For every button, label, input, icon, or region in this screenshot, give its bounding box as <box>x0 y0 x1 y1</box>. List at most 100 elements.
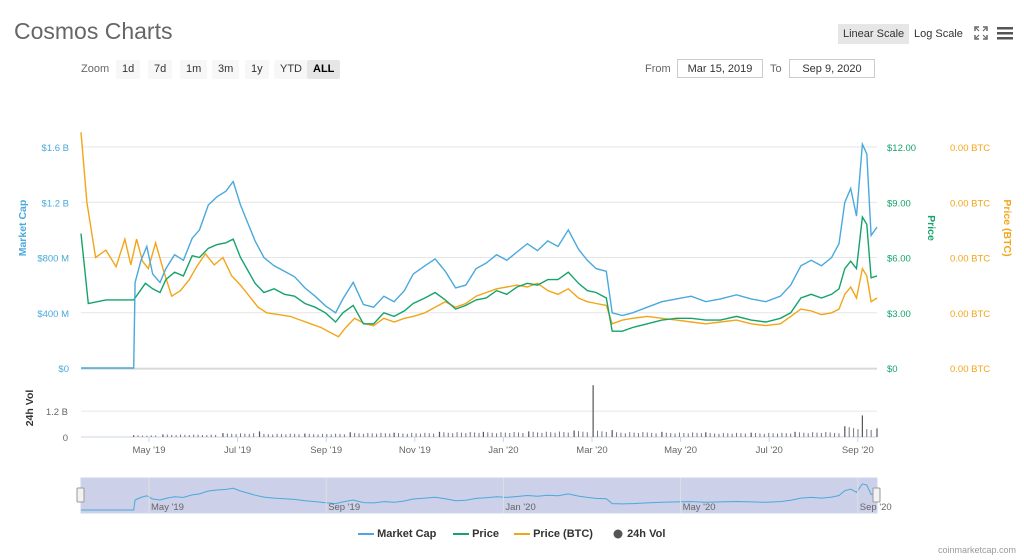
volume-bar-fill-5-9 <box>389 433 391 437</box>
credits[interactable]: coinmarketcap.com <box>937 545 1016 555</box>
price-btc-tick-3: 0.00 BTC <box>950 198 990 209</box>
market-cap-tick-2: $800 M <box>37 254 69 265</box>
volume-bar-4 <box>304 433 306 437</box>
zoom-1d-button[interactable]: 1d <box>116 60 141 79</box>
navigator-mask <box>80 477 878 514</box>
navigator-handle-left[interactable] <box>76 487 85 503</box>
log-scale-button[interactable]: Log Scale <box>914 28 963 40</box>
volume-bar-7 <box>438 431 441 437</box>
market-cap-tick-1: $400 M <box>37 309 69 320</box>
volume-bar-fill-16-1 <box>798 432 800 437</box>
volume-bar-fill-4-8 <box>339 433 341 437</box>
from-date-input[interactable]: Mar 15, 2019 <box>677 59 763 78</box>
volume-bar-fill-12-9 <box>651 432 653 437</box>
volume-bar-fill-16-4 <box>812 432 814 437</box>
volume-bar-fill-0-1 <box>137 435 139 437</box>
x-tick-7: Jul '20 <box>756 445 783 456</box>
volume-bar-fill-13-4 <box>678 432 680 437</box>
volume-bar-16 <box>794 431 796 437</box>
zoom-1y-button[interactable]: 1y <box>245 60 269 79</box>
linear-scale-button[interactable]: Linear Scale <box>838 24 910 44</box>
series-lines <box>80 132 878 369</box>
price-tick-1: $3.00 <box>887 309 911 320</box>
volume-bar-fill-5-1 <box>354 433 356 437</box>
volume-bar-fill-3-9 <box>298 434 300 437</box>
volume-bar-fill-12-8 <box>646 432 648 437</box>
legend-24h-vol[interactable]: 24h Vol <box>612 526 665 542</box>
fullscreen-icon[interactable] <box>973 25 989 41</box>
volume-bar-fill-7-7 <box>469 431 471 437</box>
volume-bar-fill-2-6 <box>248 434 250 437</box>
volume-bar-fill-8-7 <box>513 431 515 437</box>
volume-bar-fill-1-10 <box>206 435 208 437</box>
volume-bar-fill-17-2 <box>853 428 855 437</box>
price-btc-tick-2: 0.00 BTC <box>950 254 990 265</box>
volume-bar-fill-3-6 <box>285 434 287 437</box>
menu-glyph <box>997 27 1013 40</box>
volume-bar-19 <box>876 428 878 437</box>
volume-bar-fill-3-3 <box>272 434 274 437</box>
volume-bar-fill-11-3 <box>605 431 607 437</box>
volume-bar-fill-5-7 <box>380 432 382 437</box>
volume-bar-fill-0-3 <box>146 435 148 437</box>
volume-bar-fill-13-8 <box>696 432 698 437</box>
volume-bar-fill-5-8 <box>384 433 386 437</box>
volume-bar-fill-14-7 <box>736 432 738 437</box>
volume-bar-14 <box>705 432 707 437</box>
volume-bar-fill-17-3 <box>857 429 859 437</box>
volume-bar-fill-15-4 <box>768 432 770 437</box>
market-cap-axis-title: Market Cap <box>17 200 29 257</box>
price-axis-title: Price <box>925 215 937 241</box>
legend: Market Cap Price Price (BTC) 24h Vol <box>0 526 1024 542</box>
volume-bar-fill-1-1 <box>166 434 168 437</box>
volume-bar-fill-1-2 <box>171 434 173 437</box>
volume-bar-fill-3-4 <box>276 433 278 437</box>
zoom-3m-button[interactable]: 3m <box>212 60 240 79</box>
volume-bar-fill-6-9 <box>433 433 435 437</box>
volume-bar-fill-15-7 <box>781 432 783 437</box>
price-tick-3: $9.00 <box>887 198 911 209</box>
volume-bar-fill-16-2 <box>803 432 805 437</box>
volume-bar-fill-14-4 <box>722 432 724 437</box>
volume-bar-fill-6-6 <box>419 433 421 437</box>
volume-bar-fill-18-2 <box>870 429 872 437</box>
zoom-1m-button[interactable]: 1m <box>180 60 208 79</box>
navigator[interactable]: May '19 Sep '19 Jan '20 May '20 Sep '20 <box>76 477 892 514</box>
legend-price[interactable]: Price <box>453 526 499 542</box>
volume-bar-fill-15-6 <box>777 433 778 437</box>
legend-price-btc[interactable]: Price (BTC) <box>514 526 593 542</box>
volume-bar-fill-12-2 <box>620 432 622 437</box>
volume-bar-fill-7-5 <box>460 432 462 437</box>
volume-bar-fill-11-2 <box>601 431 603 437</box>
zoom-label: Zoom <box>81 63 110 75</box>
volume-bar-fill-12-10 <box>655 433 657 437</box>
volume-bar-fill-16-6 <box>820 433 822 437</box>
volume-bar-fill-7-3 <box>452 433 454 437</box>
volume-bar-fill-9-1 <box>532 431 534 437</box>
volume-bar-fill-3-7 <box>289 433 291 437</box>
volume-bar-fill-9-3 <box>541 432 543 437</box>
zoom-all-button[interactable]: ALL <box>307 60 341 79</box>
x-tick-1: Jul '19 <box>224 445 251 456</box>
volume-bar-fill-5-3 <box>362 433 364 437</box>
legend-24h-vol-label: 24h Vol <box>627 528 666 540</box>
volume-bar-fill-4-2 <box>313 434 315 437</box>
zoom-ytd-button[interactable]: YTD <box>274 60 308 79</box>
volume-bar-fill-6-4 <box>411 432 413 437</box>
legend-market-cap[interactable]: Market Cap <box>358 526 436 542</box>
legend-24h-vol-swatch <box>613 529 623 539</box>
to-date-input[interactable]: Sep 9, 2020 <box>789 59 875 78</box>
x-tick-4: Jan '20 <box>488 445 518 456</box>
from-label: From <box>645 63 671 75</box>
volume-bar-10 <box>573 430 575 437</box>
volume-bar-fill-9-4 <box>545 431 547 437</box>
volume-bar-fill-3-8 <box>294 433 296 437</box>
zoom-7d-button[interactable]: 7d <box>148 60 173 79</box>
grid-lines <box>81 146 877 438</box>
volume-bar-fill-8-9 <box>522 432 524 437</box>
volume-bar-fill-8-4 <box>500 432 502 437</box>
navigator-handle-right[interactable] <box>872 487 881 503</box>
menu-icon[interactable] <box>996 25 1013 41</box>
volume-bar-fill-13-7 <box>692 432 694 437</box>
volume-bar-fill-9-5 <box>550 432 552 437</box>
